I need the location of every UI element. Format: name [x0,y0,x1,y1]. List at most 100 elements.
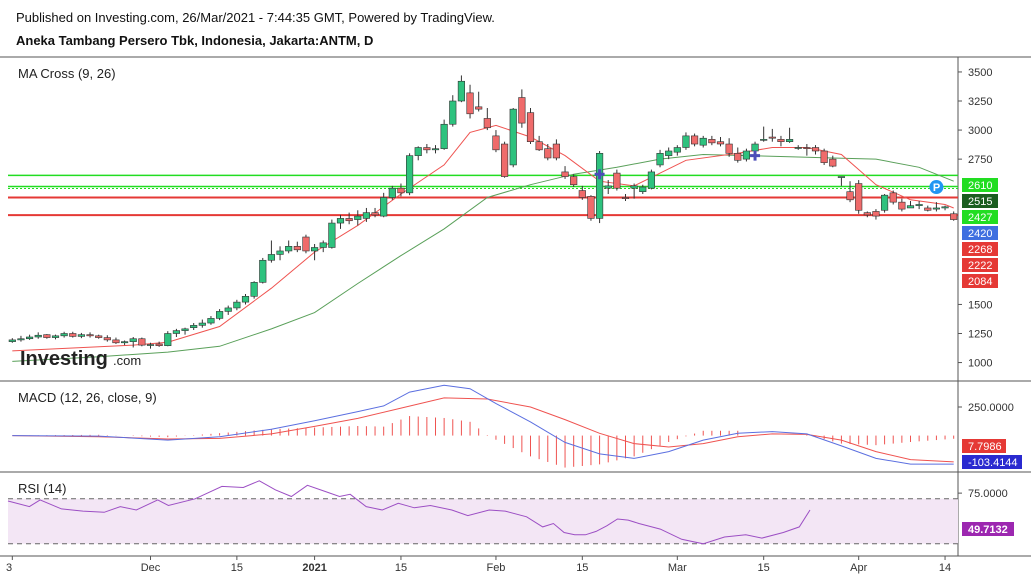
candle-body [207,318,215,324]
rsi-value-label: 49.7132 [968,524,1008,536]
price-pane-label: MA Cross (9, 26) [18,66,116,81]
candle [276,246,284,261]
candle [69,331,77,338]
candle-body [526,112,535,142]
candle-body [811,147,820,152]
time-tick-label: Dec [141,562,161,574]
candle [311,243,319,261]
candle-body [17,338,25,341]
candle-body [466,92,474,115]
candle-body [578,190,586,198]
candle-body [941,206,949,209]
candle-body [492,135,500,151]
candle [26,334,34,340]
level-badge-label: 2222 [968,260,992,272]
candle-body [198,322,206,326]
candle-body [457,80,465,102]
level-badge-label: 2084 [968,276,992,288]
candle-body [630,185,638,189]
time-tick-label: Feb [486,562,505,574]
candle-body [60,333,68,337]
candle-body [397,187,405,194]
candle-body [829,158,837,167]
candle [216,309,224,321]
candle [716,137,725,147]
published-line: Published on Investing.com, 26/Mar/2021 … [16,10,495,25]
time-tick-label: 15 [231,562,243,574]
candle [302,234,310,254]
candle [630,183,638,199]
candle-body [302,236,310,252]
candle [466,84,474,119]
candle-body [250,282,258,297]
candle-body [786,139,794,142]
candle [760,126,768,142]
candle [881,194,889,213]
level-badge [962,194,998,208]
ma-slow-line [12,153,954,362]
candle-body [483,118,491,129]
candle-body [863,212,871,216]
candle [233,299,241,311]
candle [837,176,845,186]
candle-body [760,139,768,141]
candle [328,219,336,249]
candle-body [51,335,60,338]
candle [483,107,491,131]
candle-body [639,186,647,192]
candle-body [190,325,198,328]
candle-body [872,211,880,217]
candle-body [561,171,569,177]
candle [380,192,388,218]
candle-body [889,192,897,203]
candle [932,202,940,212]
candle [803,144,811,156]
candle [656,149,664,168]
candle [449,95,457,127]
candle-body [216,311,224,319]
price-tick-label: 1250 [968,329,992,341]
candle-body [336,218,345,224]
candle [207,316,215,325]
price-tick-label: 3000 [968,125,992,137]
macd-tick-label: 250.0000 [968,402,1014,414]
time-axis: 3 Dec 15 2021 15 Feb 15 Mar 15 Apr 14 [6,556,951,574]
candle-body [164,333,172,347]
ma-cross-marker [750,150,761,161]
candle-body [354,215,362,220]
candle-body [906,205,915,209]
candle [362,207,370,222]
candle [354,210,362,226]
candle-body [129,338,137,342]
candle-body [518,97,526,124]
candle [146,342,155,349]
candle [397,183,405,197]
candle [708,135,716,146]
rsi-pane-label: RSI (14) [18,481,66,496]
watermark-suffix: .com [113,353,141,368]
candle [699,135,707,148]
level-badge-label: 2268 [968,244,992,256]
candle [112,337,120,344]
candle-body [587,196,595,219]
candle [423,144,431,154]
candle [941,205,949,211]
level-badge-label: 2515 [968,196,992,208]
candle [440,119,448,150]
candle [587,195,595,221]
candle [647,169,655,190]
candle-body [647,171,655,189]
candle [17,335,25,342]
candle [786,127,794,143]
price-tick-label: 2750 [968,154,992,166]
candle-body [742,150,750,160]
candle [475,91,483,112]
candle [906,200,915,209]
level-badge-label: 2420 [968,228,992,240]
candle [259,257,267,284]
candle-body [673,147,681,153]
candle [829,155,837,168]
level-badge [962,210,998,224]
candle [267,240,275,263]
